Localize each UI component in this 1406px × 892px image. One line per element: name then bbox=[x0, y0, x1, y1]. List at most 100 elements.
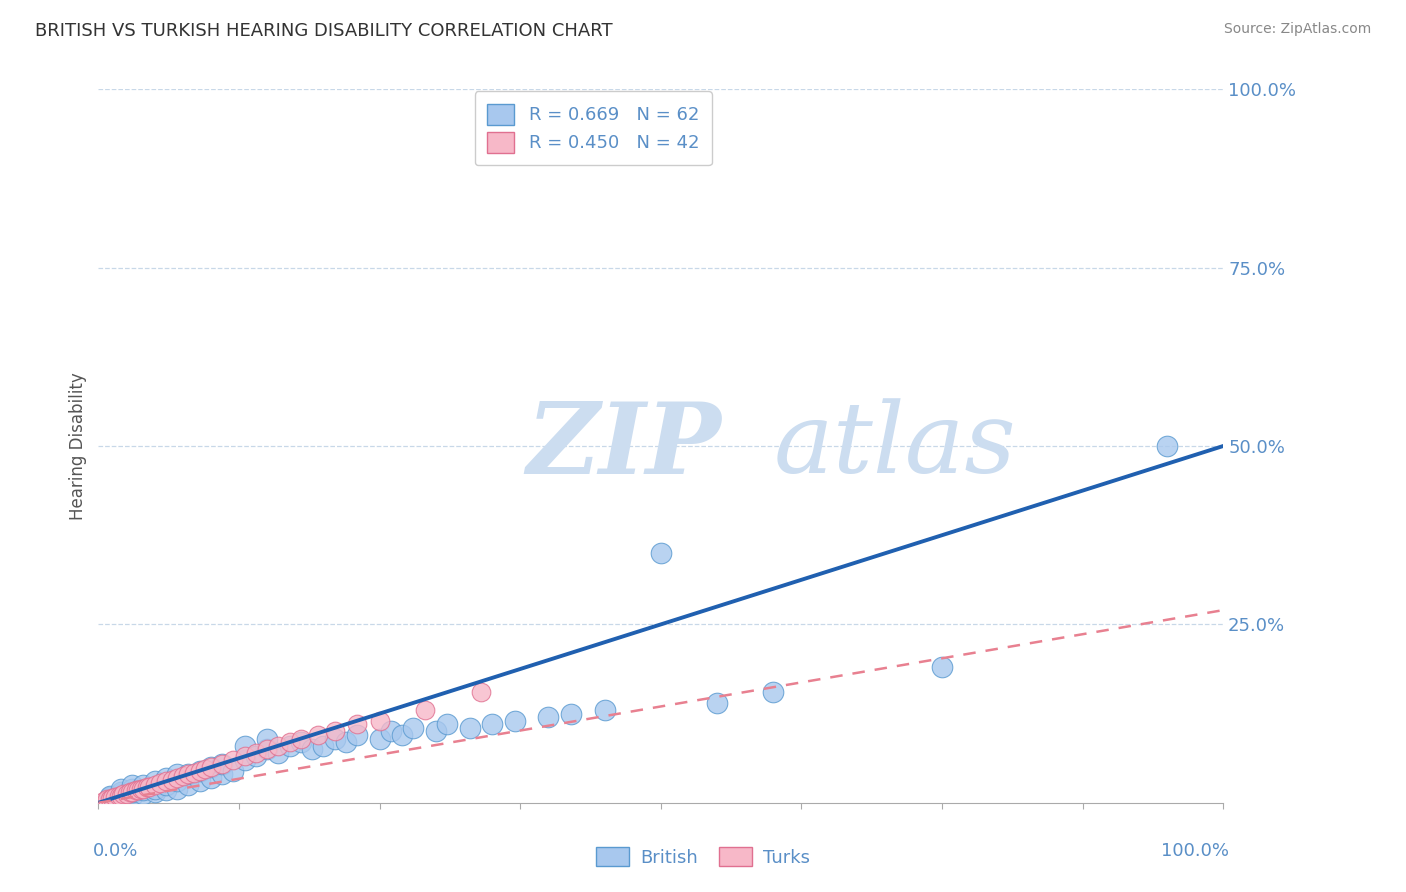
Point bbox=[121, 789, 143, 803]
Point bbox=[762, 685, 785, 699]
Point bbox=[132, 783, 155, 797]
Point bbox=[312, 739, 335, 753]
Point bbox=[425, 724, 447, 739]
Point bbox=[155, 783, 177, 797]
Point bbox=[436, 717, 458, 731]
Point bbox=[1156, 439, 1178, 453]
Point bbox=[413, 703, 436, 717]
Y-axis label: Hearing Disability: Hearing Disability bbox=[69, 372, 87, 520]
Point bbox=[200, 771, 222, 785]
Point bbox=[132, 787, 155, 801]
Point bbox=[127, 783, 149, 797]
Point bbox=[402, 721, 425, 735]
Text: Source: ZipAtlas.com: Source: ZipAtlas.com bbox=[1223, 22, 1371, 37]
Point bbox=[98, 791, 121, 805]
Point bbox=[256, 742, 278, 756]
Point bbox=[368, 731, 391, 746]
Point bbox=[110, 787, 132, 801]
Point bbox=[135, 780, 157, 794]
Point bbox=[155, 778, 177, 792]
Point bbox=[706, 696, 728, 710]
Point bbox=[245, 746, 267, 760]
Point bbox=[183, 765, 205, 780]
Point bbox=[121, 778, 143, 792]
Point bbox=[323, 724, 346, 739]
Point bbox=[177, 767, 200, 781]
Point bbox=[112, 787, 135, 801]
Point bbox=[222, 764, 245, 778]
Point bbox=[166, 781, 188, 796]
Point bbox=[560, 706, 582, 721]
Point bbox=[98, 790, 121, 805]
Point bbox=[931, 660, 953, 674]
Point bbox=[121, 781, 143, 796]
Point bbox=[177, 767, 200, 781]
Point bbox=[121, 785, 143, 799]
Legend: British, Turks: British, Turks bbox=[589, 840, 817, 874]
Point bbox=[222, 753, 245, 767]
Text: atlas: atlas bbox=[773, 399, 1017, 493]
Point bbox=[160, 772, 183, 787]
Point bbox=[470, 685, 492, 699]
Point bbox=[200, 760, 222, 774]
Point bbox=[149, 776, 172, 790]
Point bbox=[256, 731, 278, 746]
Point bbox=[233, 753, 256, 767]
Point bbox=[301, 742, 323, 756]
Point bbox=[110, 790, 132, 805]
Point bbox=[104, 790, 127, 805]
Point bbox=[155, 771, 177, 785]
Point bbox=[188, 764, 211, 778]
Point bbox=[267, 746, 290, 760]
Point bbox=[346, 717, 368, 731]
Point bbox=[194, 762, 217, 776]
Point bbox=[107, 789, 129, 803]
Point bbox=[481, 717, 503, 731]
Text: BRITISH VS TURKISH HEARING DISABILITY CORRELATION CHART: BRITISH VS TURKISH HEARING DISABILITY CO… bbox=[35, 22, 613, 40]
Point bbox=[290, 731, 312, 746]
Point bbox=[98, 792, 121, 806]
Point bbox=[211, 767, 233, 781]
Point bbox=[110, 785, 132, 799]
Point bbox=[380, 724, 402, 739]
Point bbox=[391, 728, 413, 742]
Point bbox=[143, 778, 166, 792]
Point bbox=[211, 756, 233, 771]
Point bbox=[368, 714, 391, 728]
Text: 100.0%: 100.0% bbox=[1161, 842, 1229, 860]
Point bbox=[307, 728, 329, 742]
Point bbox=[593, 703, 616, 717]
Text: 0.0%: 0.0% bbox=[93, 842, 138, 860]
Point bbox=[278, 735, 301, 749]
Text: ZIP: ZIP bbox=[526, 398, 721, 494]
Point bbox=[650, 546, 672, 560]
Point bbox=[166, 771, 188, 785]
Point bbox=[155, 774, 177, 789]
Point bbox=[132, 781, 155, 796]
Point bbox=[458, 721, 481, 735]
Point bbox=[124, 783, 146, 797]
Point bbox=[290, 735, 312, 749]
Point bbox=[166, 774, 188, 789]
Point bbox=[200, 760, 222, 774]
Point bbox=[503, 714, 526, 728]
Point bbox=[166, 767, 188, 781]
Point bbox=[132, 778, 155, 792]
Point bbox=[98, 789, 121, 803]
Point bbox=[172, 769, 194, 783]
Point bbox=[245, 749, 267, 764]
Point bbox=[143, 774, 166, 789]
Point bbox=[177, 778, 200, 792]
Point bbox=[233, 739, 256, 753]
Point bbox=[188, 774, 211, 789]
Point bbox=[256, 742, 278, 756]
Point bbox=[346, 728, 368, 742]
Point bbox=[188, 764, 211, 778]
Point bbox=[101, 790, 124, 805]
Legend: R = 0.669   N = 62, R = 0.450   N = 42: R = 0.669 N = 62, R = 0.450 N = 42 bbox=[475, 91, 711, 165]
Point bbox=[143, 785, 166, 799]
Point bbox=[110, 789, 132, 803]
Point bbox=[129, 781, 152, 796]
Point bbox=[278, 739, 301, 753]
Point bbox=[115, 787, 138, 801]
